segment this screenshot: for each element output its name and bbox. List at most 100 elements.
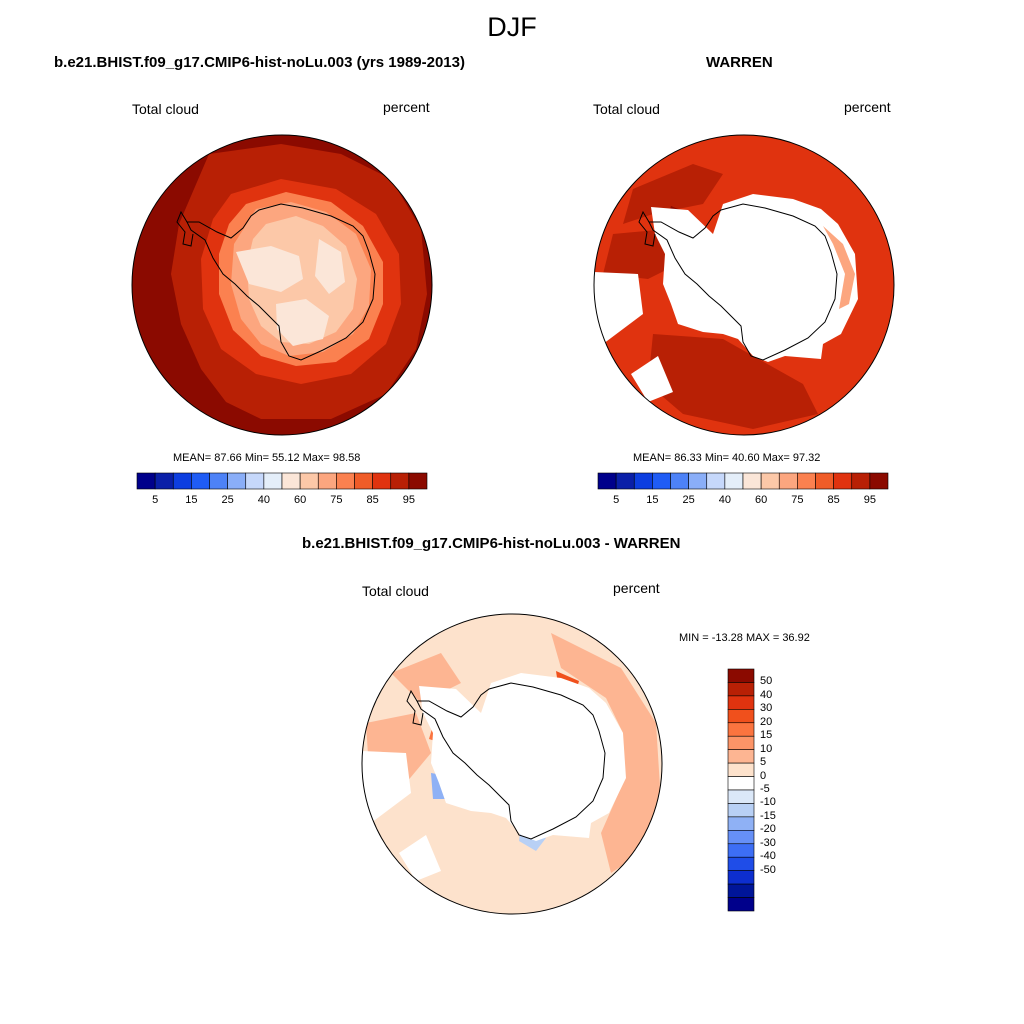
panel2-colorbar-box — [833, 472, 853, 490]
panel3-colorbar-box — [727, 776, 755, 791]
panel2-colorbar-box — [670, 472, 689, 490]
panel1-antarctica-coastline — [186, 203, 376, 361]
panel1-colorbar-box — [281, 472, 301, 490]
panel2-colorbar-box — [615, 472, 635, 490]
panel2-colorbar-box — [778, 472, 798, 490]
panel2-coast-pale — [823, 226, 855, 309]
panel3-colorbar-box — [727, 883, 755, 898]
panel1-colorbar-box — [299, 472, 319, 490]
panel1-colorbar-tick-label: 25 — [221, 494, 234, 506]
panel2-colorbar-box — [815, 472, 834, 490]
panel2-cloud-max-pac — [623, 164, 723, 224]
panel1-stats: MEAN= 87.66 Min= 55.12 Max= 98.58 — [173, 452, 361, 464]
panel2-units-label: percent — [844, 99, 891, 115]
panel3-colorbar-tick-label: 20 — [760, 715, 773, 728]
panel1-left-label: Total cloud — [132, 101, 199, 117]
panel3-colorbar-box — [727, 843, 755, 858]
panel2-colorbar-box — [633, 472, 653, 490]
panel1-colorbar-box — [227, 472, 247, 490]
panel2-no-data-region — [651, 194, 858, 362]
panel3-antarctica-coastline — [416, 682, 606, 840]
panel3-colorbar-tick-label: 50 — [760, 675, 773, 688]
panel1-colorbar-box — [245, 472, 265, 490]
panel1-peninsula-coast — [176, 210, 194, 247]
panel2-colorbar-box — [797, 472, 816, 490]
panel2-colorbar-box — [724, 472, 744, 490]
panel1-colorbar-tick-label: 15 — [185, 494, 198, 506]
panel2-colorbar-tick-label: 15 — [646, 494, 659, 506]
panel2-antarctica-coastline — [648, 203, 838, 361]
panel3-left-label: Total cloud — [362, 583, 429, 599]
panel3-colorbar-box — [727, 682, 755, 697]
panel2-colorbar-box — [851, 472, 871, 490]
panel2-colorbar-tick-label: 5 — [613, 494, 620, 506]
panel3-colorbar-tick-label: -50 — [760, 863, 776, 876]
panel2-title: WARREN — [706, 54, 773, 71]
panel1-plateau-c — [276, 299, 329, 346]
panel2-stats: MEAN= 86.33 Min= 40.60 Max= 97.32 — [633, 452, 821, 464]
panel2-colorbar-tick-label: 75 — [791, 494, 804, 506]
panel3-colorbar-tick-label: 10 — [760, 742, 773, 755]
panel3-colorbar-box — [727, 870, 755, 885]
main-title: DJF — [487, 12, 537, 42]
panel3-colorbar-tick-label: -15 — [760, 809, 776, 822]
panel2-colorbar-tick-label: 25 — [682, 494, 695, 506]
panel3-colorbar-tick-label: 40 — [760, 688, 773, 701]
panel1-plateau-a — [236, 246, 303, 292]
panel2-colorbar — [597, 472, 889, 490]
panel2-colorbar-box — [688, 472, 708, 490]
panel3-colorbar-tick-label: -5 — [760, 783, 770, 795]
panel2-cloud-max-ross — [648, 334, 818, 429]
panel1-colorbar-tick-label: 40 — [257, 494, 270, 506]
panel1-colorbar-box — [191, 472, 210, 490]
panel3-colorbar-box — [727, 695, 755, 710]
panel3-map — [361, 613, 663, 915]
panel2-no-data-sw — [631, 356, 673, 402]
panel1-colorbar-box — [408, 472, 428, 490]
panel3-no-data-w — [362, 751, 411, 823]
panel1-colorbar-box — [390, 472, 410, 490]
panel3-colorbar-box — [727, 735, 755, 750]
panel3-units-label: percent — [613, 580, 660, 596]
panel2-peninsula-coast — [638, 210, 656, 247]
panel3-colorbar-box — [727, 830, 755, 845]
panel3-colorbar-tick-label: 5 — [760, 756, 767, 769]
panel3-colorbar-tick-label: 15 — [760, 729, 773, 742]
panel3-colorbar-box — [727, 709, 755, 724]
panel1-colorbar-tick-label: 95 — [402, 494, 415, 506]
panel1-colorbar-box — [354, 472, 373, 490]
panel3-colorbar-box — [727, 897, 755, 912]
panel3-colorbar-tick-label: -10 — [760, 796, 776, 809]
panel2-colorbar-box — [742, 472, 762, 490]
panel1-colorbar-tick-label: 60 — [294, 494, 307, 506]
panel3-colorbar-box — [727, 668, 755, 683]
panel2-map — [593, 134, 895, 436]
panel3-colorbar-box — [727, 722, 755, 737]
panel3-colorbar-tick-label: -20 — [760, 823, 776, 836]
panel1-colorbar-tick-label: 5 — [152, 494, 159, 506]
panel2-colorbar-tick-label: 85 — [827, 494, 840, 506]
panel2-colorbar-box — [706, 472, 726, 490]
panel2-colorbar-tick-label: 60 — [755, 494, 768, 506]
panel3-no-data-region — [419, 673, 626, 841]
panel2-colorbar-tick-label: 95 — [863, 494, 876, 506]
panel1-colorbar-box — [336, 472, 355, 490]
panel3-peninsula-coast — [406, 689, 424, 726]
panel1-title: b.e21.BHIST.f09_g17.CMIP6-hist-noLu.003 … — [54, 54, 465, 71]
panel3-colorbar-box — [727, 803, 755, 818]
panel3-colorbar-tick-label: -30 — [760, 836, 776, 849]
panel1-colorbar-box — [136, 472, 156, 490]
panel1-colorbar-box — [172, 472, 192, 490]
panel1-colorbar-box — [209, 472, 228, 490]
panel2-colorbar-box — [760, 472, 780, 490]
panel2-colorbar-tick-label: 40 — [718, 494, 731, 506]
panel3-colorbar-tick-label: 30 — [760, 702, 773, 715]
panel1-colorbar-tick-label: 75 — [330, 494, 343, 506]
panel1-plateau-b — [315, 239, 345, 294]
panel1-colorbar-box — [263, 472, 283, 490]
panel2-left-label: Total cloud — [593, 101, 660, 117]
panel3-colorbar-labels: 50 40 30 20 15 10 5 0 -5 -10 -15 -20 -30 -40 -50 — [760, 669, 800, 911]
panel3-colorbar-box — [727, 856, 755, 871]
panel1-colorbar-box — [372, 472, 392, 490]
panel2-colorbar-box — [869, 472, 889, 490]
